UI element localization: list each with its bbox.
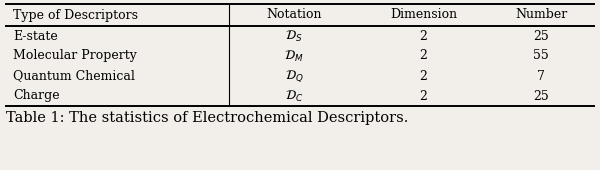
Text: 2: 2 bbox=[419, 30, 427, 42]
Text: Quantum Chemical: Quantum Chemical bbox=[13, 70, 135, 82]
Text: $\mathcal{D}_M$: $\mathcal{D}_M$ bbox=[284, 48, 304, 64]
Text: 2: 2 bbox=[419, 70, 427, 82]
Text: $\mathcal{D}_C$: $\mathcal{D}_C$ bbox=[285, 88, 303, 104]
Text: 2: 2 bbox=[419, 89, 427, 103]
Text: Charge: Charge bbox=[13, 89, 60, 103]
Text: 55: 55 bbox=[533, 49, 549, 63]
Text: 25: 25 bbox=[533, 30, 549, 42]
Text: Dimension: Dimension bbox=[390, 8, 457, 21]
Text: 7: 7 bbox=[537, 70, 545, 82]
Text: Type of Descriptors: Type of Descriptors bbox=[13, 8, 138, 21]
Text: Number: Number bbox=[515, 8, 567, 21]
Text: 25: 25 bbox=[533, 89, 549, 103]
Text: $\mathcal{D}_S$: $\mathcal{D}_S$ bbox=[286, 28, 303, 44]
Text: 2: 2 bbox=[419, 49, 427, 63]
Text: Molecular Property: Molecular Property bbox=[13, 49, 137, 63]
Text: E-state: E-state bbox=[13, 30, 58, 42]
Text: $\mathcal{D}_Q$: $\mathcal{D}_Q$ bbox=[285, 68, 304, 84]
Text: Table 1: The statistics of Electrochemical Descriptors.: Table 1: The statistics of Electrochemic… bbox=[6, 111, 409, 125]
Text: Notation: Notation bbox=[266, 8, 322, 21]
